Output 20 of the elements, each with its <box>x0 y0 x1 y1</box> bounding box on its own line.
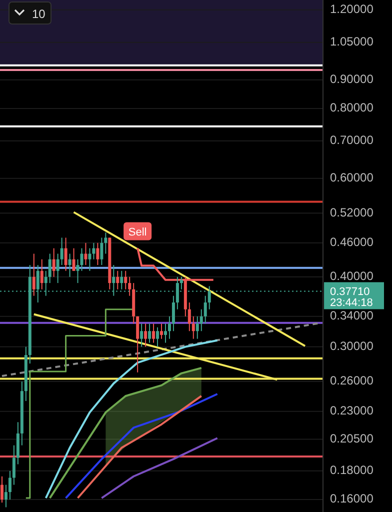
y-tick-label: 0.23000 <box>330 404 374 418</box>
y-tick-label: 0.90000 <box>330 72 374 86</box>
y-tick-label: 0.18000 <box>330 463 374 478</box>
text: 23:44:18 <box>330 297 373 310</box>
y-tick-label: 1.05000 <box>330 34 374 49</box>
annotation: 10 <box>32 7 46 21</box>
y-tick-label: 0.52000 <box>330 205 374 220</box>
y-tick-label: 0.80000 <box>330 100 374 115</box>
y-tick-label: 0.70000 <box>330 133 374 148</box>
y-tick-label: 0.40000 <box>330 269 374 284</box>
y-tick-label: 0.46000 <box>330 235 374 250</box>
ref-line-label: 0.37710 <box>330 286 370 298</box>
series-label: Sell <box>128 226 147 238</box>
y-tick-label: 0.16000 <box>330 492 374 506</box>
y-tick-label: 1.20000 <box>330 2 374 16</box>
y-tick-label: 0.34000 <box>330 308 374 323</box>
y-tick-label: 0.26000 <box>330 374 374 388</box>
y-tick-label: 0.60000 <box>330 170 374 185</box>
y-tick-label: 0.20500 <box>330 431 374 446</box>
y-tick-label: 0.30000 <box>330 338 374 353</box>
